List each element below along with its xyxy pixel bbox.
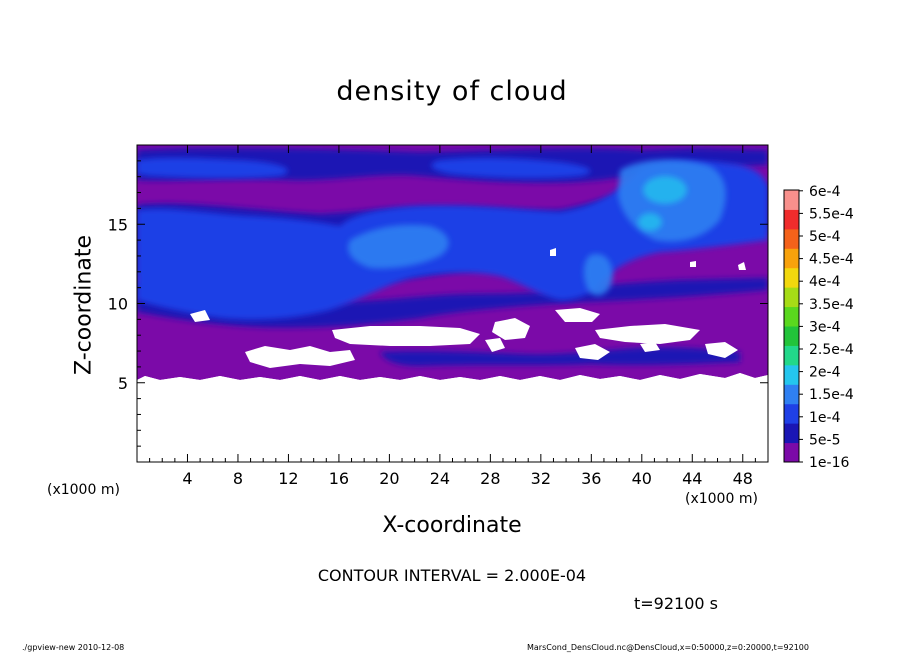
colorbar-label: 5e-4 — [809, 229, 841, 245]
colorbar-label: 3.5e-4 — [809, 297, 854, 313]
colorbar-swatch — [784, 267, 799, 288]
footer-program: ./gpview-new 2010-12-08 — [22, 643, 125, 652]
x-tick-label: 20 — [379, 469, 399, 488]
x-tick-label: 44 — [682, 469, 702, 488]
colorbar-swatch — [784, 364, 799, 385]
colorbar-label: 1e-16 — [809, 455, 849, 471]
colorbar-label: 3e-4 — [809, 319, 841, 335]
y-axis-label: Z-coordinate — [71, 235, 97, 375]
x-tick-label: 48 — [733, 469, 753, 488]
x-tick-label: 28 — [480, 469, 500, 488]
cloud-density-field — [137, 145, 768, 462]
colorbar-swatch — [784, 209, 799, 230]
colorbar-swatch — [784, 384, 799, 405]
colorbar-label: 5.5e-4 — [809, 206, 854, 222]
field-level-2e-4 — [638, 176, 687, 231]
footer-source: MarsCond_DensCloud.nc@DensCloud,x=0:5000… — [527, 643, 809, 652]
y-tick-label: 10 — [108, 295, 128, 314]
colorbar-label: 4e-4 — [809, 274, 841, 290]
colorbar-label: 2e-4 — [809, 365, 841, 381]
colorbar-label: 5e-5 — [809, 432, 840, 448]
x-tick-label: 32 — [531, 469, 551, 488]
colorbar-swatch — [784, 287, 799, 308]
contour-interval-label: CONTOUR INTERVAL = 2.000E-04 — [317, 566, 587, 585]
x-unit-label: (x1000 m) — [685, 491, 758, 507]
colorbar-swatch — [784, 423, 799, 444]
x-tick-label: 8 — [233, 469, 243, 488]
x-axis-label: X-coordinate — [382, 513, 522, 538]
field-level-1e-4 — [137, 157, 768, 320]
y-tick-label: 5 — [118, 374, 128, 393]
colorbar-swatch — [784, 190, 799, 210]
z-unit-label: (x1000 m) — [47, 482, 120, 498]
x-tick-label: 16 — [329, 469, 349, 488]
chart-title: density of cloud — [336, 76, 568, 107]
colorbar-swatch — [784, 403, 799, 424]
colorbar-swatch — [784, 345, 799, 366]
colorbar-swatch — [784, 306, 799, 327]
x-tick-label: 12 — [278, 469, 298, 488]
x-tick-label: 40 — [632, 469, 652, 488]
colorbar-label: 2.5e-4 — [809, 342, 854, 358]
x-tick-label: 36 — [581, 469, 601, 488]
x-tick-label: 24 — [430, 469, 450, 488]
colorbar-label: 6e-4 — [809, 184, 841, 200]
y-tick-label: 15 — [108, 215, 128, 234]
colorbar-swatch — [784, 228, 799, 249]
colorbar: 1e-16 5e-5 1e-4 1.5e-4 2e-4 2.5e-4 3e-4 3.5e-4 4… — [783, 184, 854, 471]
colorbar-label: 4.5e-4 — [809, 252, 854, 268]
time-label: t=92100 s — [634, 594, 718, 613]
colorbar-swatch — [784, 442, 799, 463]
colorbar-swatch — [784, 326, 799, 346]
colorbar-label: 1.5e-4 — [809, 387, 854, 403]
x-tick-label: 4 — [182, 469, 192, 488]
colorbar-swatch — [784, 248, 799, 269]
field-missing — [137, 248, 768, 462]
colorbar-label: 1e-4 — [809, 410, 841, 426]
